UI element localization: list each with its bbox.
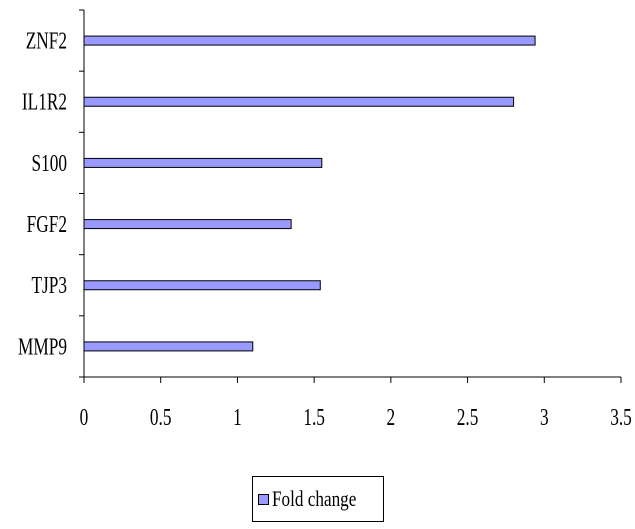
x-tick-label: 1.5 <box>303 403 325 431</box>
bar <box>83 157 323 168</box>
category-label: ZNF2 <box>26 27 67 55</box>
legend-label: Fold change <box>272 486 357 511</box>
bar <box>83 35 536 46</box>
bar <box>83 341 254 352</box>
x-tick-label: 3 <box>540 403 549 431</box>
chart-legend: Fold change <box>252 476 384 522</box>
category-label: FGF2 <box>27 210 67 238</box>
bar <box>83 96 515 107</box>
category-label: MMP9 <box>18 333 67 361</box>
bar <box>83 219 292 230</box>
x-tick-label: 0.5 <box>150 403 172 431</box>
legend-swatch <box>258 493 269 505</box>
bar <box>83 280 321 291</box>
category-label: IL1R2 <box>22 88 67 116</box>
x-tick-label: 2 <box>387 403 396 431</box>
x-tick-label: 1 <box>233 403 242 431</box>
x-tick-label: 2.5 <box>457 403 479 431</box>
category-label: TJP3 <box>31 271 67 299</box>
category-label: S100 <box>31 149 67 177</box>
x-tick-label: 3.5 <box>610 403 632 431</box>
x-tick-label: 0 <box>80 403 89 431</box>
